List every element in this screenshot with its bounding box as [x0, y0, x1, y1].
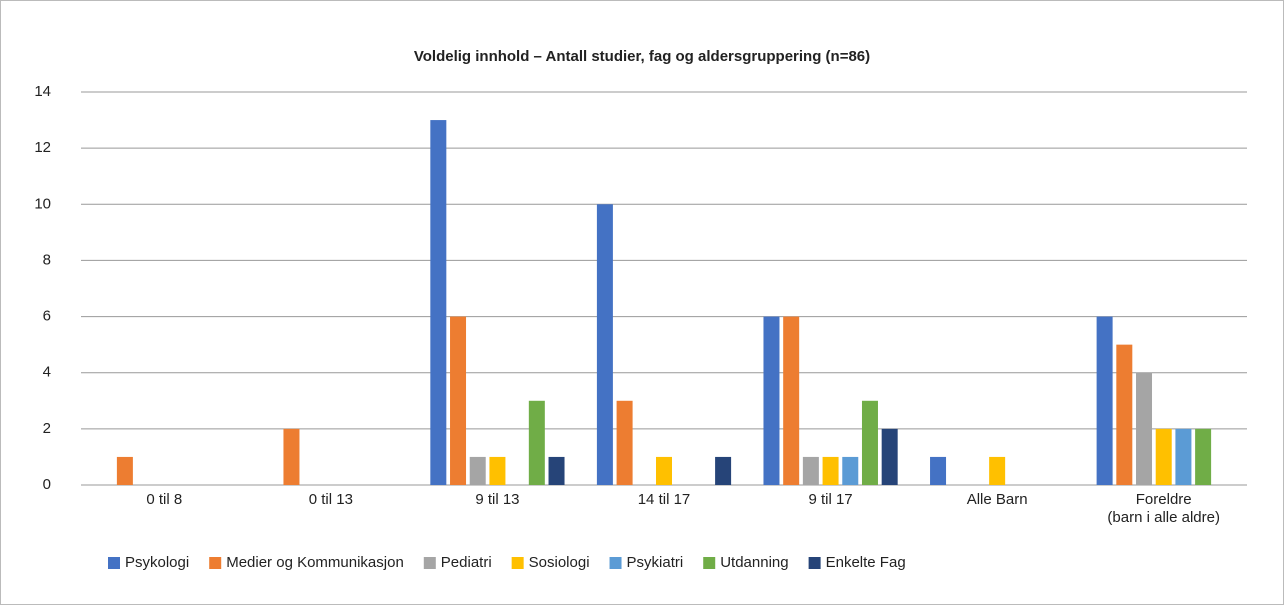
bar — [283, 428, 300, 485]
bar — [596, 204, 613, 486]
legend-swatch — [108, 557, 120, 569]
legend-label: Psykologi — [125, 554, 189, 571]
bar — [861, 400, 878, 485]
legend-label: Enkelte Fag — [826, 554, 906, 571]
legend-label: Psykiatri — [627, 554, 684, 571]
bar — [430, 120, 447, 486]
bar — [881, 428, 898, 485]
bar — [450, 316, 467, 485]
bar — [930, 456, 947, 485]
x-tick-label: 9 til 17 — [808, 491, 853, 508]
legend-swatch — [423, 557, 436, 569]
bar — [989, 456, 1006, 485]
chart-title: Voldelig innhold – Antall studier, fag o… — [414, 48, 870, 65]
bar — [1155, 428, 1172, 485]
bar — [616, 400, 633, 485]
legend-swatch — [703, 557, 716, 569]
bar — [842, 456, 859, 485]
bar — [489, 456, 506, 485]
x-tick-label: 9 til 13 — [475, 491, 520, 508]
y-tick-label: 14 — [34, 83, 51, 100]
x-tick-label: 14 til 17 — [637, 491, 691, 508]
bar — [656, 456, 672, 485]
y-tick-label: 12 — [34, 139, 51, 156]
x-tick-label: Foreldre (barn i alle aldre) — [1107, 491, 1220, 526]
bar — [783, 316, 800, 485]
y-tick-label: 2 — [43, 420, 51, 437]
legend-swatch — [511, 557, 524, 569]
bar — [715, 456, 732, 485]
bar — [1195, 428, 1212, 485]
bar — [763, 316, 780, 485]
bar — [1096, 316, 1113, 485]
legend-label: Medier og Kommunikasjon — [226, 554, 404, 571]
x-tick-label: Alle Barn — [966, 491, 1028, 508]
bar — [1116, 344, 1133, 485]
bar — [528, 400, 545, 485]
bar — [802, 456, 819, 485]
y-tick-label: 10 — [34, 195, 51, 212]
legend-label: Utdanning — [720, 554, 788, 571]
bar — [116, 456, 133, 485]
y-tick-label: 4 — [43, 364, 51, 381]
y-tick-label: 0 — [43, 476, 51, 493]
bar — [548, 456, 565, 485]
y-tick-label: 6 — [43, 308, 51, 325]
legend-swatch — [209, 557, 222, 569]
x-tick-label: 0 til 8 — [146, 491, 183, 508]
bar — [1136, 372, 1153, 485]
legend-label: Pediatri — [441, 554, 492, 571]
legend-label: Sosiologi — [529, 554, 590, 571]
x-tick-label: 0 til 13 — [308, 491, 353, 508]
legend-swatch — [808, 557, 821, 569]
bar — [822, 456, 839, 485]
bar — [1175, 428, 1192, 485]
bar — [469, 456, 486, 485]
legend-swatch — [609, 557, 622, 569]
y-tick-label: 8 — [43, 251, 51, 268]
